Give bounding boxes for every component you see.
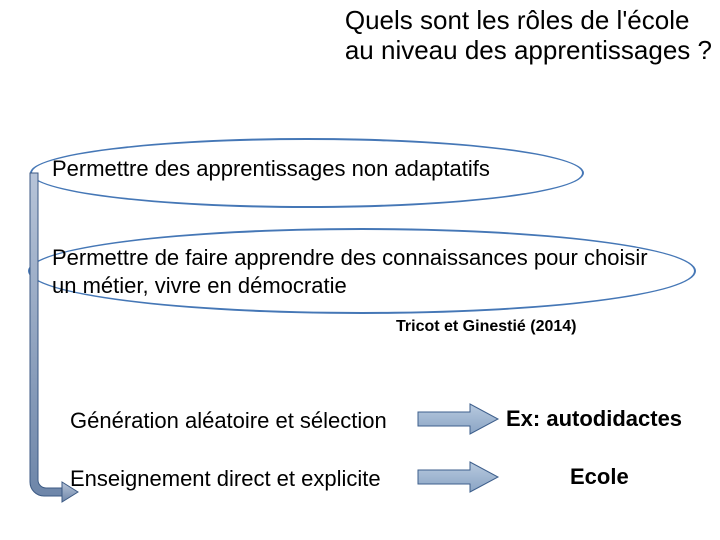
row-2-left: Enseignement direct et explicite bbox=[70, 466, 381, 492]
row-1-left: Génération aléatoire et sélection bbox=[70, 408, 387, 434]
row-1-right: Ex: autodidactes bbox=[506, 406, 682, 432]
title-line-1: Quels sont les rôles de l'école bbox=[345, 6, 712, 36]
row-2-right: Ecole bbox=[570, 464, 629, 490]
bubble-2-text: Permettre de faire apprendre des connais… bbox=[52, 244, 672, 299]
slide-title: Quels sont les rôles de l'école au nivea… bbox=[345, 6, 712, 66]
connector-elbow bbox=[30, 173, 62, 496]
title-line-2: au niveau des apprentissages ? bbox=[345, 36, 712, 66]
slide: Quels sont les rôles de l'école au nivea… bbox=[0, 0, 720, 540]
arrow-2 bbox=[418, 462, 498, 492]
citation-text: Tricot et Ginestié (2014) bbox=[396, 318, 577, 336]
bubble-1-text: Permettre des apprentissages non adaptat… bbox=[52, 156, 572, 182]
arrow-1 bbox=[418, 404, 498, 434]
